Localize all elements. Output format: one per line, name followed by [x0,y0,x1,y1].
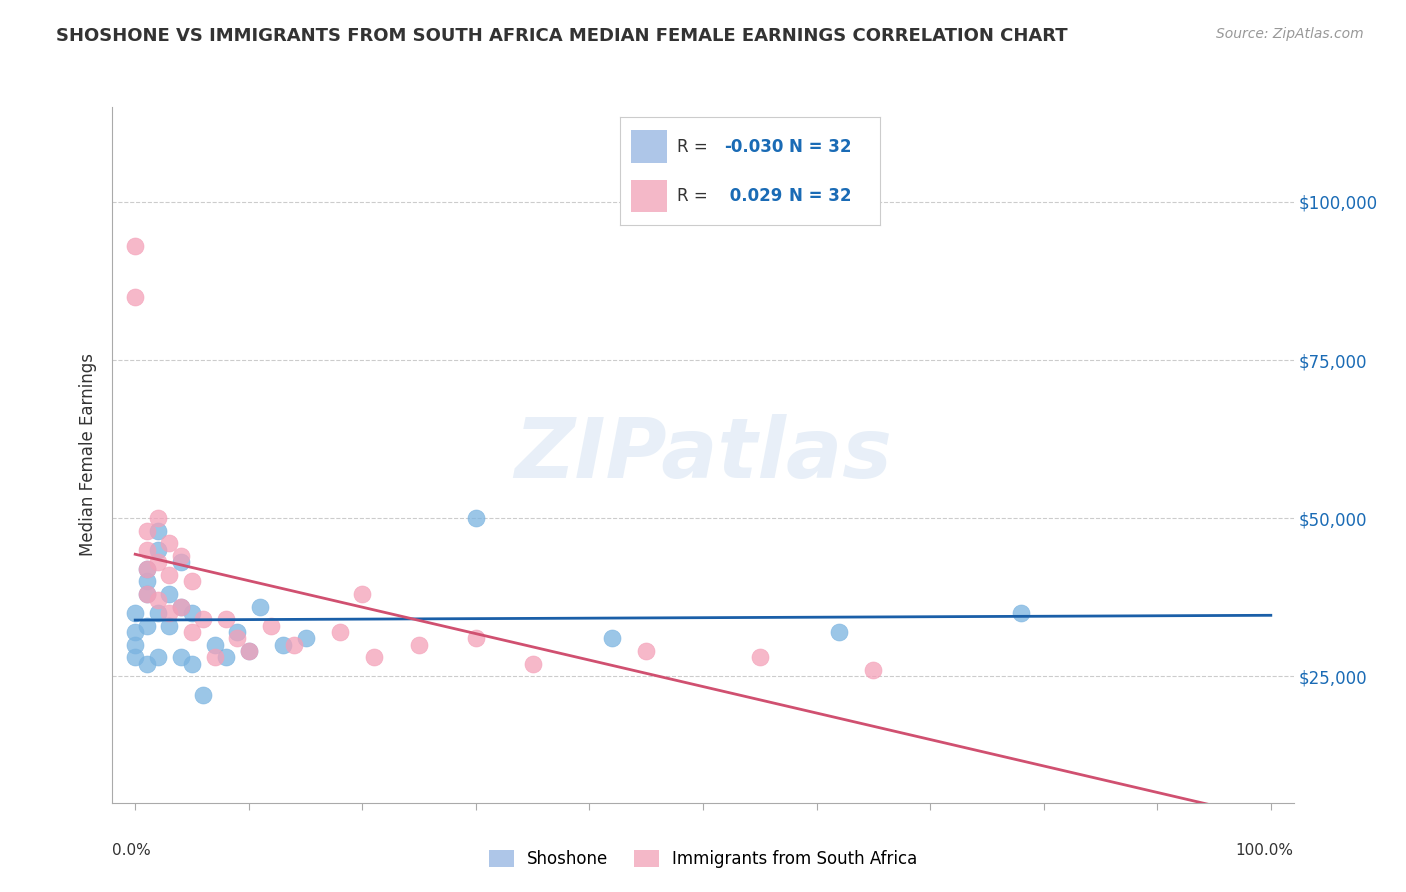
Point [146,524,169,538]
Point [249,599,271,614]
Point [146,650,169,665]
Point [408,638,430,652]
Point [862,663,884,677]
Point [157,587,180,601]
Point [238,644,260,658]
Point [169,599,191,614]
Point [124,290,146,304]
Point [169,650,191,665]
Point [157,568,180,582]
Point [181,625,204,640]
Point [169,556,191,570]
Point [464,511,486,525]
Point [135,562,157,576]
Point [135,657,157,671]
Point [522,657,544,671]
Y-axis label: Median Female Earnings: Median Female Earnings [79,353,97,557]
Point [146,593,169,607]
Legend: Shoshone, Immigrants from South Africa: Shoshone, Immigrants from South Africa [482,843,924,875]
Point [135,524,157,538]
Point [157,536,180,550]
Point [828,625,851,640]
Point [124,650,146,665]
Point [135,587,157,601]
Point [238,644,260,658]
Point [193,688,215,702]
Point [124,625,146,640]
Text: 100.0%: 100.0% [1236,843,1294,858]
Point [226,625,249,640]
Point [204,638,226,652]
Point [636,644,658,658]
Point [124,638,146,652]
Point [135,562,157,576]
Text: Source: ZipAtlas.com: Source: ZipAtlas.com [1216,27,1364,41]
Point [135,574,157,589]
Point [271,638,294,652]
Point [600,632,623,646]
Point [1010,606,1032,620]
Point [169,549,191,563]
Point [193,612,215,626]
Point [146,606,169,620]
Point [464,632,486,646]
Point [352,587,374,601]
Point [181,574,204,589]
Point [260,618,283,632]
Point [146,556,169,570]
Point [181,657,204,671]
Point [135,542,157,557]
Point [135,587,157,601]
Point [283,638,305,652]
Point [146,511,169,525]
Text: 0.0%: 0.0% [112,843,152,858]
Point [135,618,157,632]
Point [215,650,238,665]
Point [329,625,352,640]
Point [363,650,385,665]
Point [748,650,770,665]
Point [226,632,249,646]
Point [157,618,180,632]
Point [146,542,169,557]
Point [294,632,316,646]
Point [169,599,191,614]
Point [157,606,180,620]
Point [124,239,146,253]
Point [215,612,238,626]
Point [124,606,146,620]
Text: SHOSHONE VS IMMIGRANTS FROM SOUTH AFRICA MEDIAN FEMALE EARNINGS CORRELATION CHAR: SHOSHONE VS IMMIGRANTS FROM SOUTH AFRICA… [56,27,1069,45]
Point [204,650,226,665]
Text: ZIPatlas: ZIPatlas [515,415,891,495]
Point [181,606,204,620]
